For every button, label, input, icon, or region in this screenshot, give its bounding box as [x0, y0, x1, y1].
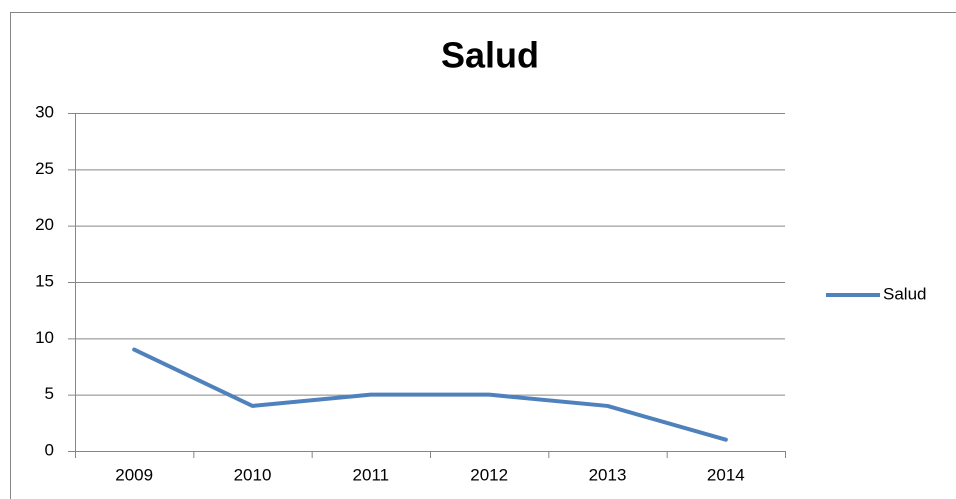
chart-title: Salud — [441, 35, 539, 76]
y-tick-label: 30 — [35, 102, 54, 121]
x-tick-label: 2012 — [470, 465, 508, 484]
y-tick-label: 5 — [45, 384, 54, 403]
x-tick-label: 2011 — [353, 465, 390, 484]
y-tick-label: 25 — [35, 159, 54, 178]
x-tick-label: 2013 — [589, 465, 627, 484]
y-tick-label: 20 — [35, 215, 54, 234]
x-tick-label: 2014 — [707, 465, 745, 484]
y-tick-label: 10 — [35, 328, 54, 347]
data-line — [132, 347, 728, 442]
y-tick-label: 15 — [35, 271, 54, 290]
x-tick-label: 2010 — [234, 465, 272, 484]
y-tick-label: 0 — [45, 440, 54, 459]
x-tick-label: 2009 — [115, 465, 153, 484]
legend-label: Salud — [883, 284, 926, 303]
chart-frame — [10, 12, 956, 499]
